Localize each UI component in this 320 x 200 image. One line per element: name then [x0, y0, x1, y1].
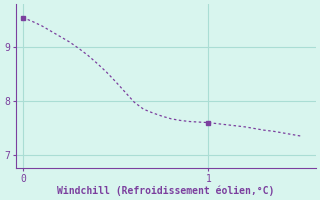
X-axis label: Windchill (Refroidissement éolien,°C): Windchill (Refroidissement éolien,°C): [57, 185, 275, 196]
